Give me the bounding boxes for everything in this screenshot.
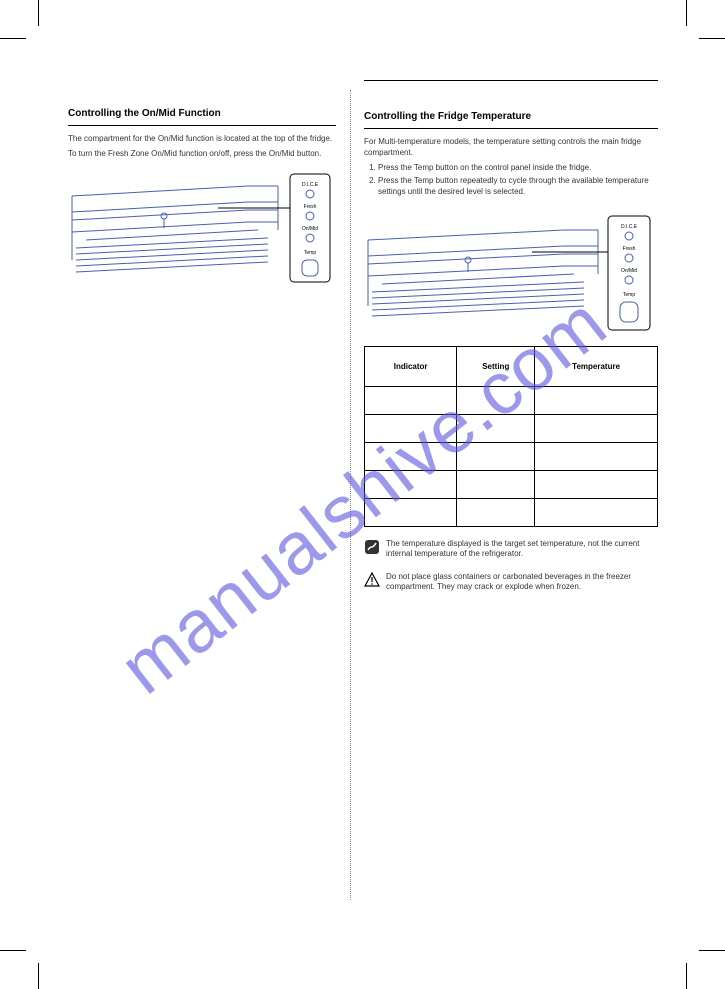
caution-text: Do not place glass containers or carbona… <box>386 572 658 593</box>
crop-mark <box>38 0 39 26</box>
panel-label: D.I.C.E <box>621 224 638 230</box>
step-1: Press the Temp button on the control pan… <box>378 163 658 174</box>
panel-label: Fresh <box>304 204 317 210</box>
col-header: Temperature <box>535 346 658 386</box>
panel-label: On/Mid <box>302 226 318 232</box>
section-rule <box>364 80 658 81</box>
note-text: The temperature displayed is the target … <box>386 539 658 560</box>
table-row <box>365 414 658 442</box>
col-header: Setting <box>457 346 535 386</box>
right-column: Controlling the Fridge Temperature For M… <box>350 80 658 910</box>
crop-mark <box>38 963 39 989</box>
content-area: Controlling the On/Mid Function The comp… <box>68 80 658 910</box>
table-row <box>365 470 658 498</box>
crop-mark <box>0 38 26 39</box>
panel-label: On/Mid <box>621 268 637 274</box>
left-illustration: D.I.C.E Fresh On/Mid Temp <box>68 168 336 288</box>
step-2: Press the Temp button repeatedly to cycl… <box>378 176 658 198</box>
page: Controlling the On/Mid Function The comp… <box>0 0 725 989</box>
crop-mark <box>686 963 687 989</box>
crop-mark <box>699 950 725 951</box>
panel-label: Fresh <box>623 246 636 252</box>
crop-mark <box>0 950 26 951</box>
panel-label: Temp <box>623 292 635 298</box>
panel-label: D.I.C.E <box>302 182 319 188</box>
left-column: Controlling the On/Mid Function The comp… <box>68 80 350 910</box>
table-header-row: Indicator Setting Temperature <box>365 346 658 386</box>
note-block: The temperature displayed is the target … <box>364 539 658 560</box>
table-row <box>365 386 658 414</box>
left-heading: Controlling the On/Mid Function <box>68 108 336 119</box>
temperature-table: Indicator Setting Temperature <box>364 346 658 527</box>
right-steps: Press the Temp button on the control pan… <box>364 163 658 198</box>
right-heading: Controlling the Fridge Temperature <box>364 111 658 122</box>
table-row <box>365 442 658 470</box>
section-rule <box>364 128 658 129</box>
caution-block: Do not place glass containers or carbona… <box>364 572 658 593</box>
col-header: Indicator <box>365 346 457 386</box>
table-row <box>365 498 658 526</box>
warning-icon <box>364 572 380 588</box>
left-paragraph-2: To turn the Fresh Zone On/Mid function o… <box>68 149 336 160</box>
crop-mark <box>699 38 725 39</box>
right-illustration: D.I.C.E Fresh On/Mid Temp <box>364 206 658 336</box>
note-icon <box>364 539 380 555</box>
left-paragraph-1: The compartment for the On/Mid function … <box>68 134 336 145</box>
crop-mark <box>686 0 687 26</box>
section-rule <box>68 125 336 126</box>
panel-label: Temp <box>304 250 316 256</box>
right-paragraph-1: For Multi-temperature models, the temper… <box>364 137 658 159</box>
